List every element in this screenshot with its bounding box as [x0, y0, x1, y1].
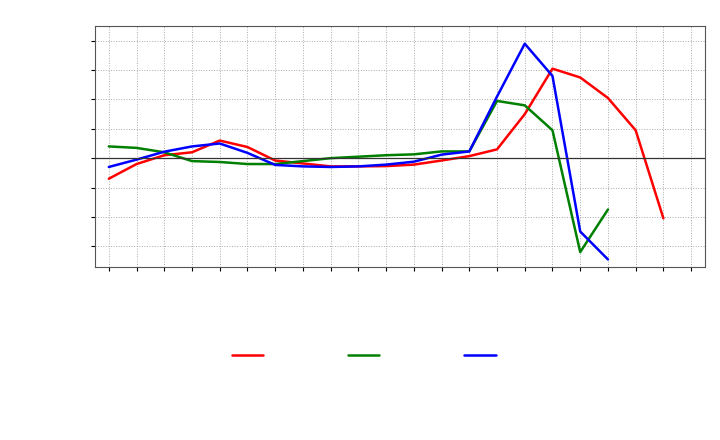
- 投資CF: [382, 153, 390, 158]
- 営業CF: [215, 138, 224, 143]
- 営業CF: [603, 95, 612, 101]
- 営業CF: [548, 66, 557, 71]
- 投資CF: [160, 150, 168, 155]
- 投資CF: [548, 128, 557, 133]
- 営業CF: [521, 111, 529, 117]
- 投資CF: [576, 249, 585, 255]
- 営業CF: [631, 128, 640, 133]
- 投資CF: [271, 161, 279, 167]
- 投資CF: [437, 149, 446, 154]
- フリーCF: [215, 141, 224, 146]
- 営業CF: [576, 75, 585, 80]
- Legend: 営業CF, 投資CF, フリーCF: 営業CF, 投資CF, フリーCF: [227, 345, 573, 365]
- フリーCF: [576, 229, 585, 234]
- 投資CF: [354, 154, 363, 159]
- フリーCF: [548, 73, 557, 79]
- 営業CF: [188, 150, 197, 155]
- フリーCF: [271, 162, 279, 168]
- 投資CF: [410, 152, 418, 157]
- フリーCF: [521, 41, 529, 46]
- Line: フリーCF: フリーCF: [109, 44, 608, 260]
- フリーCF: [354, 164, 363, 169]
- 営業CF: [382, 163, 390, 169]
- 営業CF: [659, 216, 667, 221]
- 投資CF: [215, 159, 224, 165]
- Line: 営業CF: 営業CF: [109, 69, 663, 218]
- 投資CF: [243, 161, 252, 167]
- フリーCF: [603, 257, 612, 262]
- 投資CF: [521, 103, 529, 108]
- 営業CF: [160, 153, 168, 158]
- 営業CF: [410, 162, 418, 167]
- 営業CF: [299, 161, 307, 166]
- 営業CF: [243, 144, 252, 150]
- フリーCF: [465, 149, 474, 154]
- フリーCF: [132, 157, 141, 162]
- 営業CF: [326, 164, 335, 169]
- フリーCF: [437, 152, 446, 157]
- 投資CF: [104, 144, 113, 149]
- フリーCF: [410, 159, 418, 164]
- フリーCF: [188, 144, 197, 149]
- フリーCF: [492, 94, 501, 99]
- 投資CF: [465, 149, 474, 154]
- 投資CF: [132, 145, 141, 150]
- 投資CF: [492, 98, 501, 103]
- フリーCF: [326, 164, 335, 169]
- 営業CF: [437, 158, 446, 163]
- 営業CF: [465, 154, 474, 159]
- 営業CF: [354, 164, 363, 169]
- フリーCF: [160, 149, 168, 154]
- 投資CF: [188, 158, 197, 164]
- フリーCF: [382, 162, 390, 167]
- 営業CF: [132, 161, 141, 167]
- 営業CF: [492, 147, 501, 152]
- 営業CF: [271, 158, 279, 163]
- フリーCF: [243, 150, 252, 155]
- フリーCF: [104, 164, 113, 169]
- 営業CF: [104, 176, 113, 181]
- 投資CF: [326, 155, 335, 161]
- 投資CF: [299, 158, 307, 164]
- フリーCF: [299, 164, 307, 169]
- Line: 投資CF: 投資CF: [109, 101, 608, 252]
- 投資CF: [603, 207, 612, 212]
